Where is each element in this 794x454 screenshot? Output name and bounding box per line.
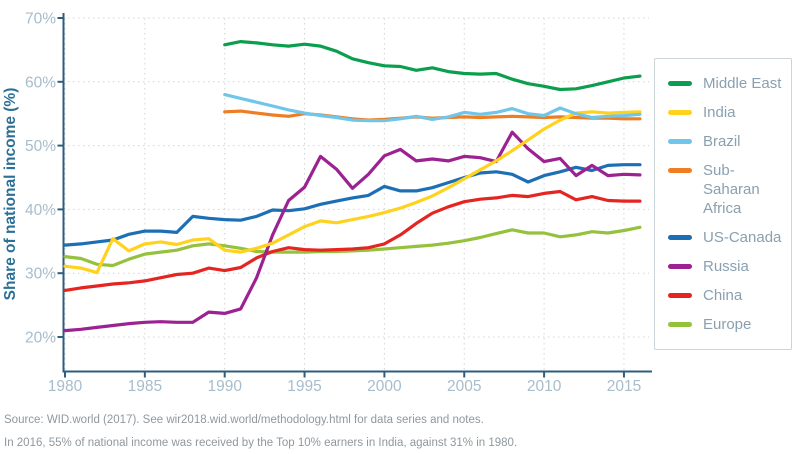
y-tick-label: 20% (25, 330, 56, 347)
y-tick-label: 50% (25, 138, 56, 155)
legend-label: US-Canada (703, 229, 782, 246)
source-note: Source: WID.world (2017). See wir2018.wi… (4, 409, 517, 454)
x-tick-label: 2010 (527, 378, 562, 395)
x-tick-label: 1980 (48, 378, 83, 395)
chart-legend: Middle East India Brazil Sub-Saharan Africa… (654, 58, 792, 350)
legend-swatch-brazil (668, 139, 692, 144)
legend-label: Sub-Saharan Africa (703, 162, 760, 217)
legend-swatch-middle-east (668, 81, 692, 86)
legend-swatch-us-canada (668, 235, 692, 240)
series-line-europe (63, 225, 642, 268)
legend-item-us-canada: US-Canada (668, 228, 785, 247)
series-line-russia (63, 130, 642, 333)
tick-labels: 70% 60% 50% 40% 30% 20% 1980 1985 1990 1995 2000 20… (25, 11, 641, 396)
legend-item-india: India (668, 103, 785, 122)
income-share-line-chart: 70% 60% 50% 40% 30% 20% 1980 1985 1990 1995 2000 20… (2, 11, 652, 396)
legend-item-brazil: Brazil (668, 132, 785, 151)
legend-label: Brazil (703, 133, 741, 150)
series-line-india (63, 110, 642, 275)
legend-item-europe: Europe (668, 315, 785, 334)
series-lines (63, 39, 642, 333)
legend-label: Russia (703, 258, 749, 275)
source-line-2: In 2016, 55% of national income was rece… (4, 437, 518, 449)
legend-swatch-russia (668, 264, 692, 269)
x-tick-label: 1985 (128, 378, 162, 395)
y-tick-label: 70% (25, 11, 56, 28)
gridlines (63, 17, 649, 371)
legend-swatch-india (668, 110, 692, 115)
source-line-1: Source: WID.world (2017). See wir2018.wi… (4, 414, 484, 426)
legend-label: India (703, 104, 736, 121)
axes (57, 13, 652, 378)
legend-item-middle-east: Middle East (668, 74, 785, 93)
x-tick-label: 2015 (607, 378, 641, 395)
y-tick-label: 60% (25, 74, 56, 91)
x-tick-label: 2000 (367, 378, 402, 395)
legend-item-china: China (668, 286, 785, 305)
legend-swatch-sub-saharan-africa (668, 168, 692, 173)
legend-item-sub-saharan-africa: Sub-Saharan Africa (668, 161, 785, 218)
series-line-china (63, 189, 642, 292)
legend-label: China (703, 287, 743, 304)
x-tick-label: 2005 (447, 378, 481, 395)
series-line-middle-east (223, 39, 642, 92)
y-axis-title: Share of national income (%) (2, 88, 19, 301)
x-tick-label: 1990 (207, 378, 242, 395)
x-tick-label: 1995 (287, 378, 321, 395)
y-tick-label: 40% (25, 202, 56, 219)
legend-item-russia: Russia (668, 257, 785, 276)
legend-swatch-china (668, 293, 692, 298)
legend-label: Middle East (703, 75, 782, 92)
series-line-brazil (223, 92, 642, 123)
legend-swatch-europe (668, 322, 692, 327)
y-tick-label: 30% (25, 266, 56, 283)
series-line-us-canada (63, 163, 642, 247)
legend-label: Europe (703, 316, 752, 333)
